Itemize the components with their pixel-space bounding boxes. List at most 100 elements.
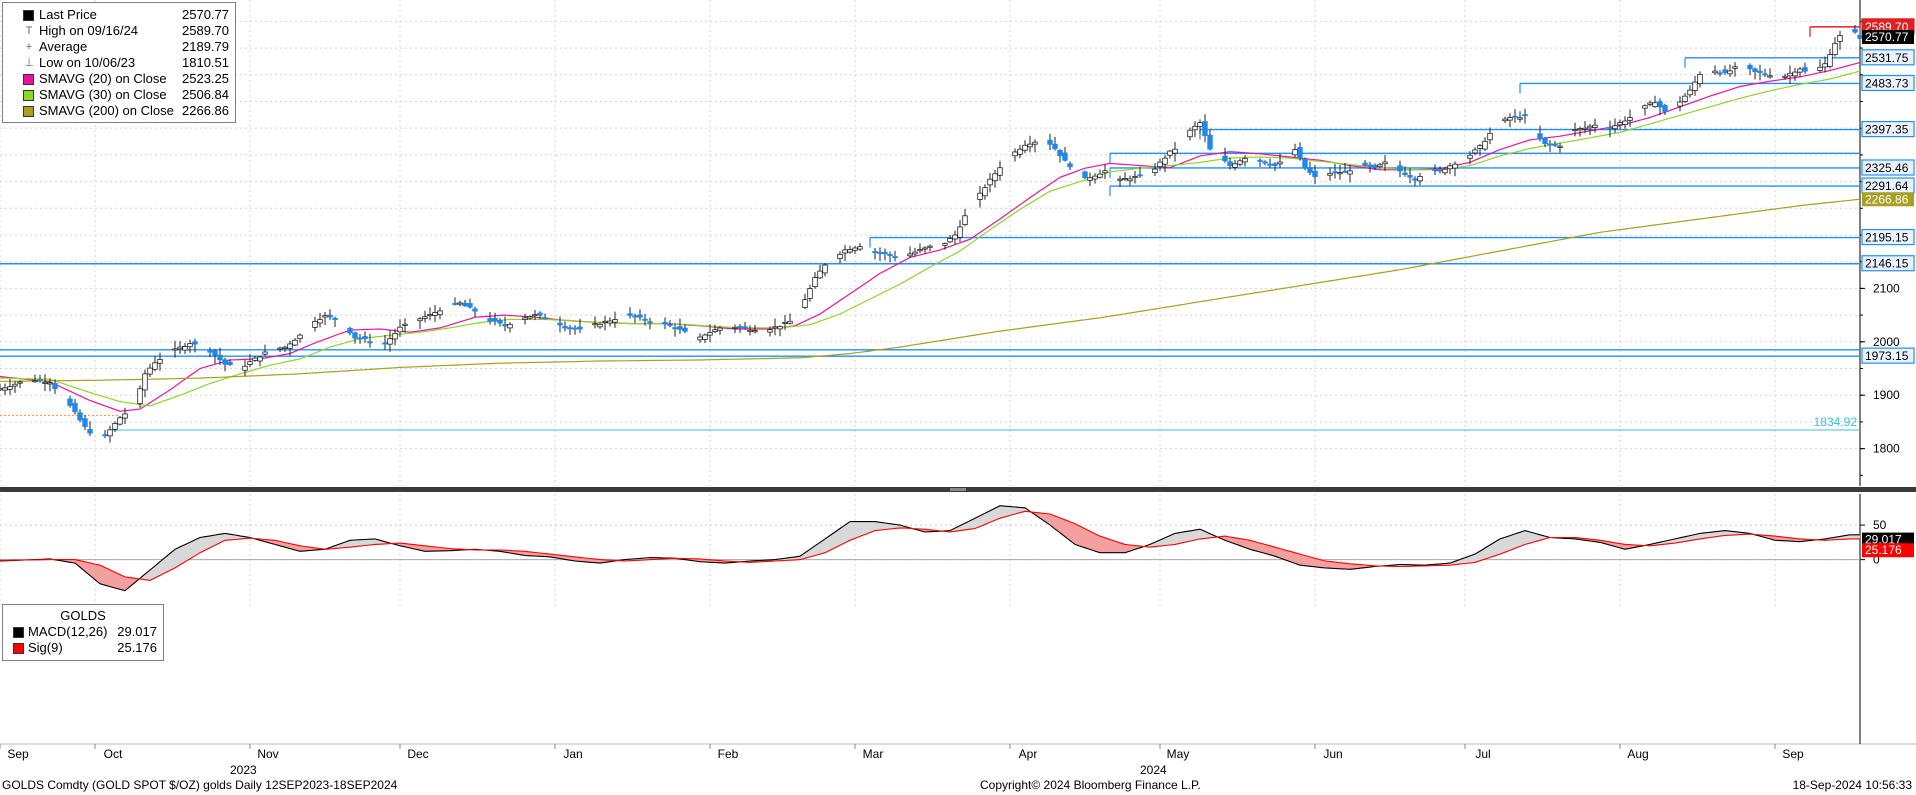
price-legend-value: 2506.84	[182, 87, 229, 102]
macd-fill	[835, 528, 840, 548]
macd-fill	[1455, 559, 1460, 565]
candle-body	[1092, 175, 1098, 180]
price-legend-row: SMAVG (30) on Close 2506.84	[3, 87, 235, 103]
macd-fill	[845, 521, 850, 543]
macd-fill	[980, 513, 985, 527]
macd-fill	[175, 546, 180, 568]
candle-body	[677, 326, 683, 330]
month-label: Jan	[563, 747, 582, 761]
candle-body	[187, 343, 193, 348]
price-legend-swatch	[23, 10, 34, 21]
macd-fill	[530, 551, 535, 557]
candle-body	[1577, 128, 1583, 131]
price-legend-row: ⊥ Low on 10/06/23 1810.51	[3, 55, 235, 71]
candle-body	[192, 341, 198, 345]
macd-fill	[1305, 555, 1310, 567]
macd-fill	[200, 536, 205, 553]
support-value-box	[1861, 228, 1915, 246]
macd-fill	[210, 535, 215, 548]
macd-fill	[350, 540, 355, 548]
candle-body	[847, 249, 853, 253]
candle-body	[382, 342, 388, 345]
macd-fill	[1685, 535, 1690, 542]
candle-body	[1767, 75, 1773, 78]
month-label: Dec	[407, 747, 428, 761]
macd-fill	[1050, 514, 1055, 529]
candle-body	[1482, 140, 1488, 150]
candle-body	[1592, 124, 1598, 128]
macd-fill	[1310, 556, 1315, 567]
candle-body	[1467, 154, 1473, 159]
candle-body	[1257, 159, 1263, 162]
price-grid	[0, 0, 1860, 608]
candle-body	[1662, 105, 1668, 112]
candle-body	[7, 386, 13, 390]
candle-body	[1292, 149, 1298, 156]
candle-body	[1587, 125, 1593, 129]
macd-fill	[225, 533, 230, 541]
macd-fill	[1010, 506, 1015, 516]
candle-body	[1347, 170, 1353, 175]
macd-fill	[1200, 529, 1205, 539]
candle-body	[417, 318, 423, 322]
candle-body	[667, 323, 673, 326]
candle-body	[1117, 178, 1123, 181]
macd-fill	[1730, 531, 1735, 536]
macd-fill	[420, 545, 425, 552]
candle-body	[292, 339, 298, 346]
macd-fill	[230, 534, 235, 540]
macd-legend-swatch	[13, 643, 24, 654]
price-legend-label: SMAVG (200) on Close	[39, 103, 174, 118]
macd-fill	[180, 544, 185, 565]
candle-body	[707, 332, 713, 336]
candle-body	[802, 299, 808, 308]
macd-fill	[1355, 564, 1360, 569]
support-value-label: 1973.15	[1865, 349, 1909, 363]
candle-body	[592, 323, 598, 326]
candle-body	[1342, 170, 1348, 173]
macd-series-line	[0, 510, 1860, 581]
macd-legend-title: GOLDS	[60, 608, 106, 623]
candle-body	[1652, 102, 1658, 108]
macd-fill	[1705, 532, 1710, 539]
candle-body	[1327, 173, 1333, 176]
macd-fill	[195, 537, 200, 556]
macd-fill	[1775, 536, 1780, 541]
macd-fill	[860, 521, 865, 537]
price-legend: Last Price 2570.77 T High on 09/16/24 2589.7…	[2, 2, 236, 123]
macd-fill	[1265, 544, 1270, 555]
candle-body	[872, 251, 878, 254]
macd-fill	[1150, 542, 1155, 548]
macd-fill	[1780, 536, 1785, 541]
candle-body	[1542, 137, 1548, 144]
candle-body	[492, 317, 498, 322]
candle-body	[1622, 120, 1628, 125]
candle-body	[782, 321, 788, 324]
macd-fill	[1185, 530, 1190, 543]
candle-body	[892, 256, 898, 259]
price-legend-label: SMAVG (30) on Close	[39, 87, 167, 102]
macd-fill	[1110, 539, 1115, 553]
candle-body	[767, 329, 773, 333]
candle-body	[922, 247, 928, 250]
macd-legend-row: Sig(9) 25.176	[3, 640, 163, 656]
macd-fill	[1345, 563, 1350, 570]
value-box-label: 2570.77	[1865, 30, 1909, 44]
price-tick-label: 2000	[1873, 335, 1900, 349]
support-value-label: 2325.46	[1865, 161, 1909, 175]
price-legend-marker-icon: ⊥	[24, 57, 34, 69]
candle-body	[212, 350, 218, 356]
candle-body	[1722, 69, 1728, 73]
macd-fill	[1340, 562, 1345, 570]
candle-body	[1687, 89, 1693, 96]
macd-fill	[75, 559, 80, 568]
candle-body	[1302, 158, 1308, 169]
candle-body	[427, 314, 433, 317]
candle-body	[77, 412, 83, 421]
macd-fill	[975, 515, 980, 529]
macd-fill	[590, 558, 595, 563]
candle-body	[1202, 121, 1208, 136]
macd-fill	[1710, 531, 1715, 538]
candle-body	[497, 320, 503, 324]
